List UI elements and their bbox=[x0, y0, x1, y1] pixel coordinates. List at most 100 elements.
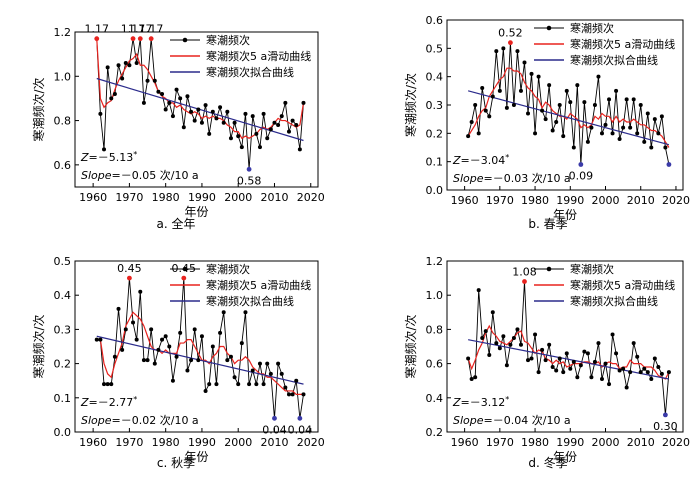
plot-frame bbox=[74, 31, 319, 188]
data-point bbox=[497, 88, 502, 93]
data-point bbox=[250, 114, 255, 119]
legend-label-raw: 寒潮频次 bbox=[570, 262, 614, 276]
min-point-marker bbox=[297, 415, 303, 421]
data-point bbox=[276, 123, 281, 127]
x-tick-label: 1990 bbox=[188, 436, 216, 449]
data-point bbox=[178, 96, 183, 101]
y-tick-label: 0.0 bbox=[426, 184, 444, 197]
y-tick-label: 0.6 bbox=[54, 159, 72, 172]
series-line-fit bbox=[467, 90, 670, 146]
data-point bbox=[185, 368, 190, 373]
stat-z-text: Z=－3.04* bbox=[452, 153, 509, 167]
data-point bbox=[635, 354, 640, 359]
data-point bbox=[603, 122, 608, 127]
data-point bbox=[141, 358, 146, 363]
data-point bbox=[561, 370, 566, 375]
data-point bbox=[557, 356, 562, 361]
data-point bbox=[290, 118, 295, 123]
data-point bbox=[141, 100, 146, 105]
data-point bbox=[301, 100, 306, 105]
chart-panel-2: 1960 1970 1980 1990 2000 2010 2020 0.0 0.1 0.2 0.3… bbox=[403, 14, 690, 231]
x-tick-label: 2000 bbox=[224, 436, 252, 449]
data-point bbox=[554, 368, 559, 373]
y-tick-label: 1.2 bbox=[426, 255, 444, 268]
data-point bbox=[279, 371, 284, 376]
data-point bbox=[592, 103, 597, 107]
data-point bbox=[480, 86, 485, 90]
extreme-value-label: 1.17 bbox=[85, 23, 110, 36]
data-point bbox=[571, 359, 576, 364]
data-point bbox=[568, 100, 573, 105]
data-point bbox=[518, 342, 523, 347]
data-point bbox=[203, 388, 208, 393]
x-tick-label: 1980 bbox=[152, 436, 180, 449]
data-point bbox=[599, 131, 604, 136]
data-point bbox=[189, 109, 194, 114]
panel-caption: b. 春季 bbox=[528, 217, 567, 231]
data-point bbox=[666, 370, 671, 375]
stat-z-text: Z=－3.12* bbox=[452, 395, 509, 409]
y-tick-label: 0.2 bbox=[54, 358, 72, 371]
min-point-marker bbox=[272, 415, 277, 421]
data-point bbox=[536, 370, 541, 375]
x-tick-label: 1970 bbox=[115, 191, 143, 204]
data-point bbox=[469, 120, 474, 124]
data-point bbox=[189, 358, 194, 363]
stat-z-text: Z=－2.77* bbox=[80, 395, 137, 409]
data-point bbox=[301, 392, 306, 397]
y-tick-label: 0.2 bbox=[426, 426, 444, 439]
data-point bbox=[283, 385, 288, 390]
data-point bbox=[116, 63, 121, 68]
data-point bbox=[105, 65, 110, 70]
extreme-value-label: 0.30 bbox=[653, 420, 678, 433]
data-point bbox=[518, 88, 523, 93]
legend-label-raw: 寒潮频次 bbox=[206, 33, 250, 47]
data-point bbox=[529, 71, 534, 76]
x-tick-label: 2010 bbox=[260, 436, 288, 449]
extreme-value-label: 0.04 bbox=[262, 423, 287, 436]
legend-label-raw: 寒潮频次 bbox=[570, 21, 614, 35]
legend-label-fit: 寒潮频次拟合曲线 bbox=[206, 294, 294, 308]
min-point-marker bbox=[666, 162, 672, 167]
legend-label-smooth: 寒潮频次5 a滑动曲线 bbox=[206, 49, 311, 63]
data-point bbox=[247, 382, 252, 387]
data-point bbox=[116, 306, 121, 311]
x-tick-label: 1970 bbox=[115, 436, 143, 449]
data-point bbox=[152, 361, 157, 366]
data-point bbox=[656, 131, 661, 136]
data-point bbox=[628, 370, 633, 375]
data-point bbox=[638, 103, 643, 107]
data-point bbox=[109, 382, 114, 387]
x-tick-label: 1970 bbox=[486, 194, 514, 207]
data-point bbox=[167, 344, 172, 349]
x-tick-label: 2020 bbox=[297, 191, 325, 204]
data-point bbox=[621, 125, 626, 130]
data-point bbox=[617, 368, 622, 373]
data-point bbox=[610, 131, 615, 136]
extreme-value-label: 0.04 bbox=[288, 423, 313, 436]
min-point-marker bbox=[662, 412, 668, 418]
extreme-value-label: 1.17 bbox=[139, 23, 164, 36]
data-point bbox=[192, 118, 197, 123]
data-point bbox=[174, 87, 179, 92]
data-point bbox=[473, 103, 478, 107]
data-point bbox=[522, 60, 527, 65]
data-point bbox=[163, 334, 168, 339]
data-point bbox=[589, 125, 594, 130]
x-tick-label: 2010 bbox=[260, 191, 288, 204]
chart-panel-1: 1960 1970 1980 1990 2000 2010 2020 0.6 0.8 1.0 1.2… bbox=[31, 23, 325, 231]
y-tick-label: 0.1 bbox=[54, 392, 72, 405]
legend-label-fit: 寒潮频次拟合曲线 bbox=[206, 65, 294, 79]
data-point bbox=[123, 327, 128, 332]
y-tick-label: 0.5 bbox=[426, 42, 444, 55]
data-point bbox=[203, 103, 208, 108]
data-point bbox=[228, 136, 233, 141]
data-point bbox=[152, 78, 157, 83]
data-point bbox=[511, 103, 516, 107]
data-point bbox=[628, 125, 633, 130]
data-point bbox=[473, 375, 478, 380]
data-point bbox=[174, 354, 179, 359]
data-point bbox=[582, 349, 587, 354]
data-point bbox=[199, 120, 204, 125]
